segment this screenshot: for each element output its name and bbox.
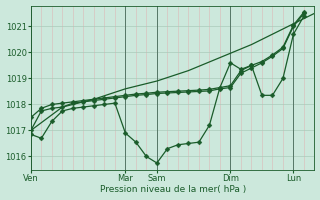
X-axis label: Pression niveau de la mer( hPa ): Pression niveau de la mer( hPa ) xyxy=(100,185,246,194)
